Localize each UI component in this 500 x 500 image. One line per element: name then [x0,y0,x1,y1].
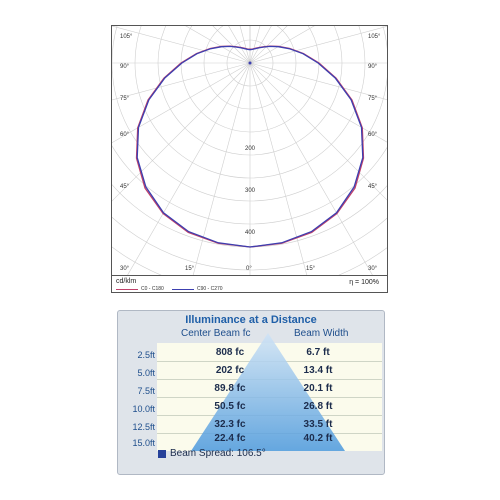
column-header-beam-width: Beam Width [294,328,349,339]
grid-spoke [192,62,251,275]
beam-spread-swatch [158,450,166,458]
grid-spoke [112,26,251,64]
angle-label-right-75: 75° [368,96,378,102]
beam-width-value: 40.2 ft [303,433,333,444]
legend-label-c0-c180: C0 - C180 [141,286,164,292]
grid-spoke [249,62,373,275]
center-beam-value: 89.8 fc [214,383,246,394]
grid-circle [112,26,387,202]
grid-spoke [185,26,251,64]
angle-label-left-90: 90° [120,64,130,70]
distance-label: 5.0ft [137,368,155,378]
angle-label-right-30: 30° [368,266,378,272]
grid-spoke [112,62,251,144]
grid-spoke [249,62,308,275]
beam-width-value: 13.4 ft [303,365,333,376]
angle-label-bottom-15-right: 15° [306,266,316,272]
illuminance-title: Illuminance at a Distance [185,314,317,326]
distance-label: 12.5ft [132,422,155,432]
radial-tick-300: 300 [245,188,256,194]
beam-width-value: 26.8 ft [303,401,333,412]
distance-label: 2.5ft [137,350,155,360]
grid-spoke [249,62,387,101]
angle-label-right-90: 90° [368,64,378,70]
angle-label-left-105: 105° [120,34,133,40]
angle-label-bottom-0: 0° [246,266,252,272]
efficiency-label: η = 100% [349,279,379,286]
angle-label-right-60: 60° [368,132,378,138]
angle-label-right-105: 105° [368,34,381,40]
grid-spoke [249,62,387,143]
center-beam-value: 808 fc [215,347,245,358]
beam-spread-label: Beam Spread: 106.5° [170,448,266,459]
grid-spoke [249,62,387,201]
center-beam-value: 22.4 fc [214,433,246,444]
angle-label-left-60: 60° [120,132,130,138]
origin-marker [248,61,252,65]
column-header-center-beam: Center Beam fc [181,328,251,339]
angle-label-bottom-15-left: 15° [185,266,195,272]
beam-cone-graphic [191,333,345,451]
beam-width-value: 20.1 ft [303,383,333,394]
series-c90-c270-curve [136,45,364,248]
grid-circle [112,184,387,248]
beam-width-value: 6.7 ft [306,347,330,358]
legend-label-c90-c270: C90 - C270 [197,286,223,292]
unit-label: cd/klm [116,278,137,285]
polar-chart [112,26,387,275]
radial-tick-200: 200 [245,146,256,152]
illuminance-panel: Illuminance at a Distance Center Beam fc… [117,310,385,475]
angle-label-left-30: 30° [120,266,130,272]
radial-tick-400: 400 [245,230,256,236]
legend-swatch-c0-c180 [116,289,138,290]
center-beam-value: 50.5 fc [214,401,246,412]
polar-chart-panel: 105° 90° 75° 60° 45° 30° 15° 0° 15° 105°… [111,25,388,293]
grid-spoke [127,62,251,275]
grid-spoke [249,26,315,64]
distance-label: 7.5ft [137,386,155,396]
angle-label-right-45: 45° [368,184,378,190]
angle-label-left-75: 75° [120,96,130,102]
beam-width-value: 33.5 ft [303,419,333,430]
legend-swatch-c90-c270 [172,289,194,290]
grid-spoke [249,26,387,64]
center-beam-value: 202 fc [215,365,245,376]
grid-spoke [239,26,251,64]
angle-label-left-45: 45° [120,184,130,190]
grid-spoke [112,62,251,101]
chart-footer-divider [112,275,387,276]
grid-spoke [112,62,251,202]
grid-spoke [249,26,261,64]
center-beam-value: 32.3 fc [214,419,246,430]
distance-label: 15.0ft [132,438,155,448]
distance-label: 10.0ft [132,404,155,414]
